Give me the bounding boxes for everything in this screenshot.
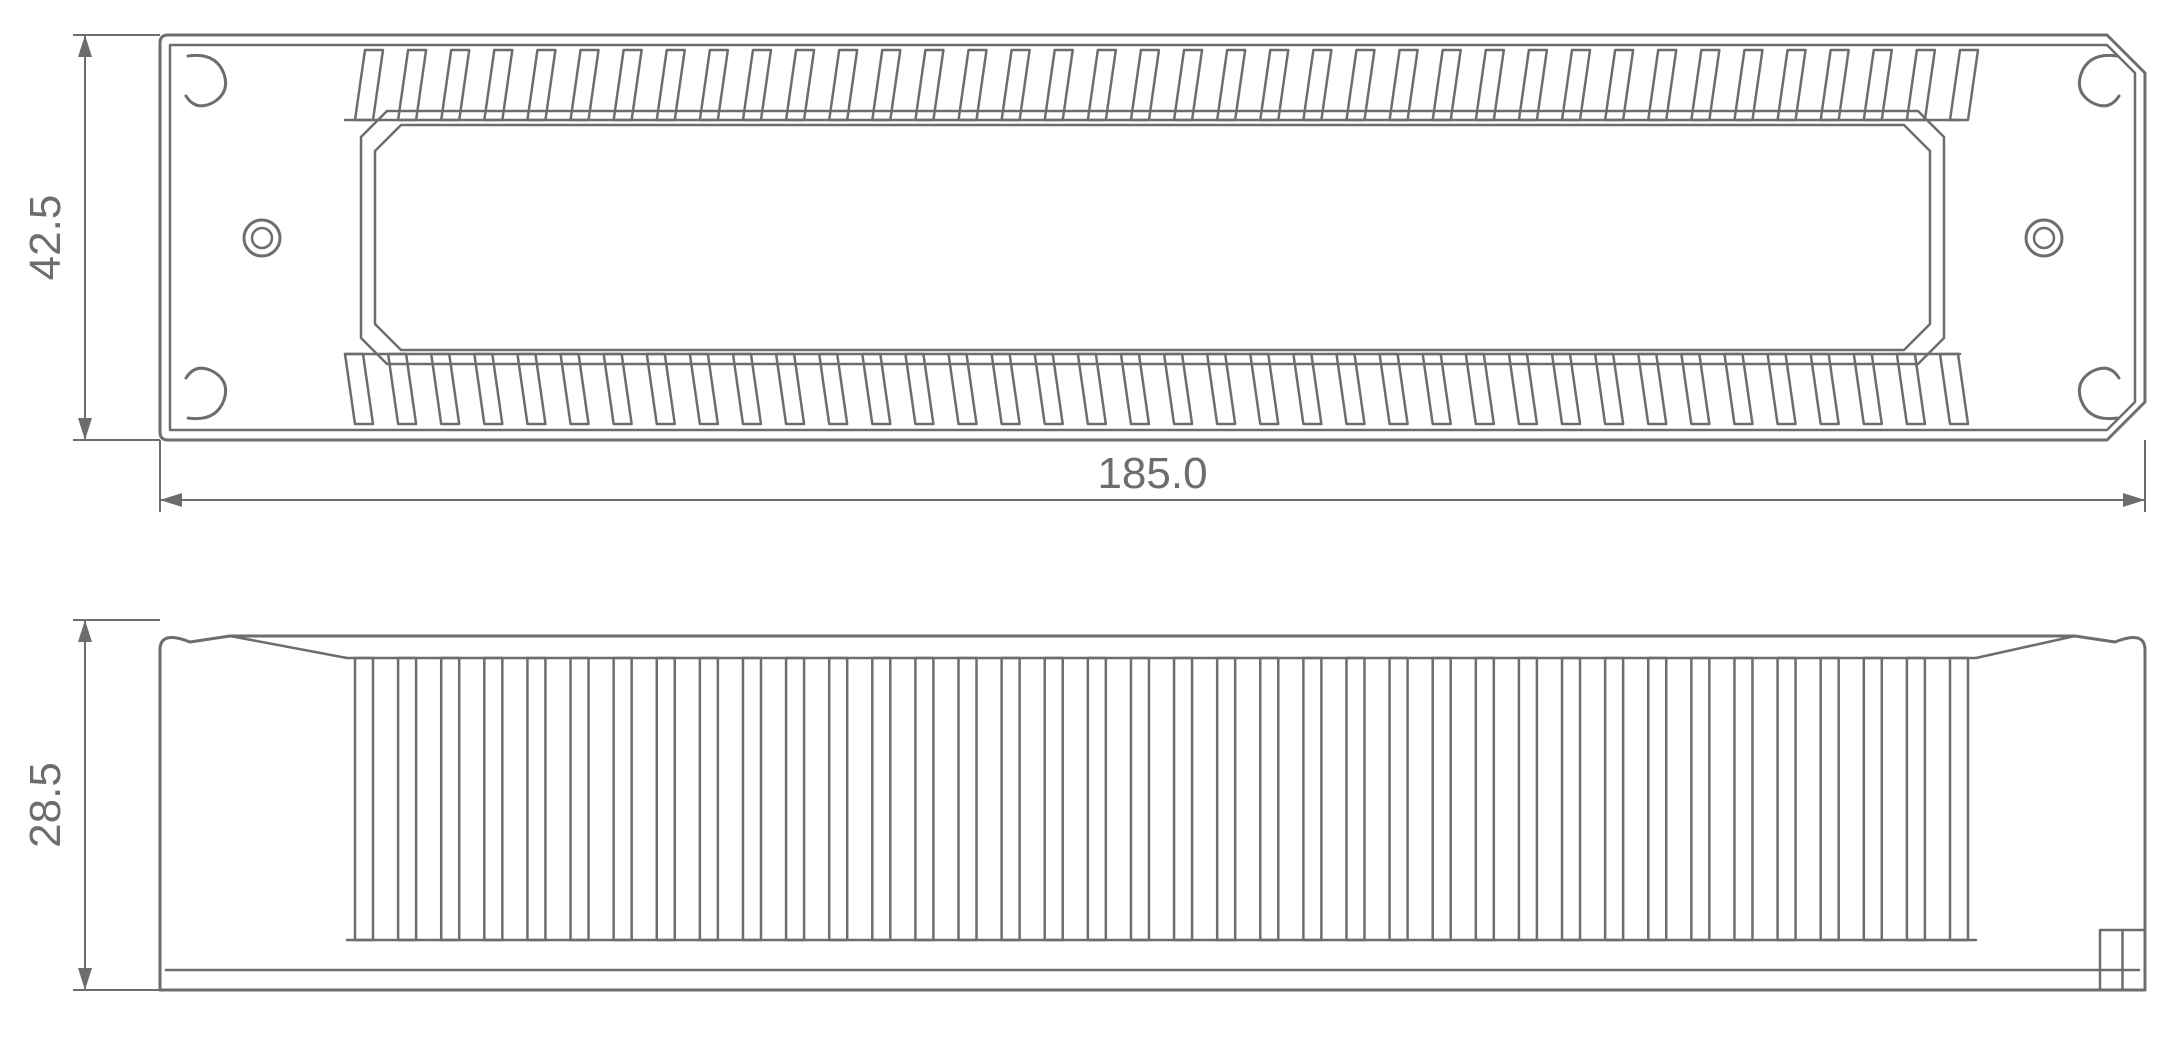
technical-drawing: 185.0 42.5 28.5 <box>0 0 2164 1041</box>
svg-text:42.5: 42.5 <box>21 195 70 281</box>
svg-text:28.5: 28.5 <box>21 762 70 848</box>
svg-text:185.0: 185.0 <box>1097 449 1207 498</box>
